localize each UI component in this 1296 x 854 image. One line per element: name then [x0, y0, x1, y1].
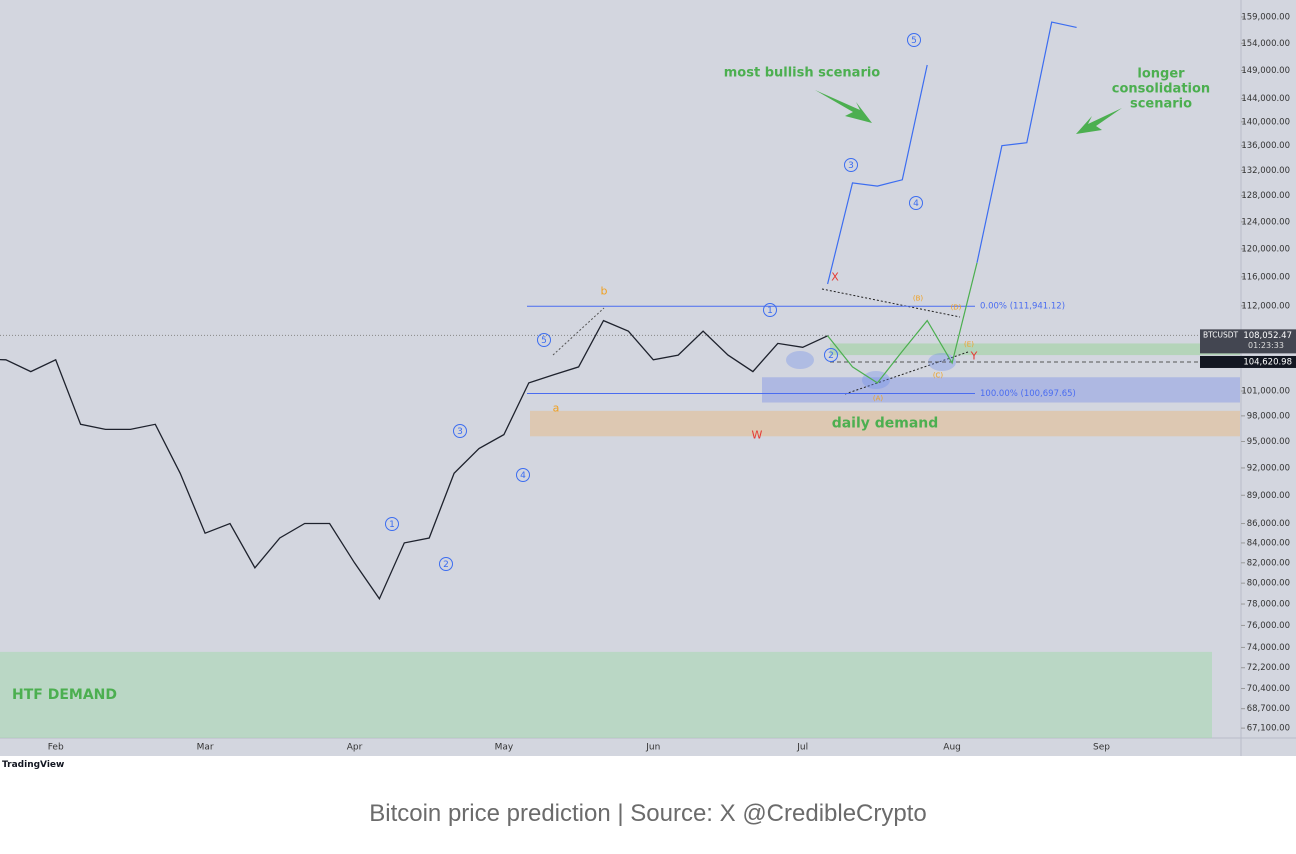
annotation: longer consolidation scenario — [1111, 66, 1211, 112]
y-tick-label: 67,100.00 — [1247, 724, 1290, 734]
wave-circle — [909, 196, 923, 210]
wave-label: (A) — [873, 395, 884, 403]
x-tick-label: May — [495, 743, 514, 753]
x-tick-label: Apr — [347, 743, 363, 753]
wave-label: X — [831, 271, 839, 284]
y-tick-label: 70,400.00 — [1247, 684, 1290, 694]
wave-label: 2 — [828, 351, 834, 361]
wave-label: 5 — [911, 36, 917, 46]
wave-label: 5 — [541, 336, 547, 346]
x-tick-label: Jun — [645, 743, 660, 753]
wave-label: Y — [970, 350, 978, 363]
y-tick-label: 101,000.00 — [1241, 387, 1290, 397]
y-tick-label: 82,000.00 — [1247, 558, 1290, 568]
y-tick-label: 72,200.00 — [1247, 663, 1290, 673]
wave-circle — [439, 557, 453, 571]
trendline — [552, 307, 605, 356]
chart: HTF DEMAND daily demand 0.00% (111,941.12)… — [0, 0, 1296, 756]
price-tag — [1200, 329, 1296, 354]
wave-circle — [453, 424, 467, 438]
x-tick-label: Jul — [796, 743, 808, 753]
y-tick-label: 144,000.00 — [1241, 94, 1290, 104]
zone — [530, 410, 1240, 437]
y-tick-label: 120,000.00 — [1241, 244, 1290, 254]
y-tick-label: 86,000.00 — [1247, 519, 1290, 529]
y-tick-label: 132,000.00 — [1241, 166, 1290, 176]
zone-label: daily demand — [832, 416, 939, 432]
wave-label: W — [752, 429, 763, 442]
wave-label: (C) — [933, 372, 944, 380]
price-tag — [1200, 355, 1296, 368]
marker — [786, 351, 814, 369]
wave-label: 3 — [457, 427, 463, 437]
wave-circle — [537, 333, 551, 347]
wave-label: 4 — [913, 199, 919, 209]
wave-circle — [824, 348, 838, 362]
trendline — [821, 288, 961, 318]
y-tick-label: 136,000.00 — [1241, 141, 1290, 151]
arrow — [1076, 108, 1122, 134]
y-tick-label: 112,000.00 — [1241, 301, 1290, 311]
zone — [762, 377, 1240, 403]
y-tick-label: 124,000.00 — [1241, 217, 1290, 227]
x-tick-label: Feb — [48, 743, 64, 753]
level-label: 100.00% (100,697.65) — [980, 389, 1076, 399]
price-line-series — [827, 64, 928, 285]
y-tick-label: 68,700.00 — [1247, 704, 1290, 714]
y-tick-label: 159,000.00 — [1241, 12, 1290, 22]
wave-label: (B) — [913, 295, 924, 303]
wave-label: 2 — [443, 560, 449, 570]
zone — [0, 651, 1212, 738]
x-tick-label: Aug — [943, 743, 961, 753]
y-tick-label: 74,000.00 — [1247, 643, 1290, 653]
wave-label: b — [601, 285, 608, 298]
wave-label: (D) — [951, 304, 962, 312]
x-tick-label: Mar — [197, 743, 214, 753]
wave-circle — [907, 33, 921, 47]
y-tick-label: 89,000.00 — [1247, 491, 1290, 501]
marker — [862, 371, 890, 389]
x-tick-label: Sep — [1093, 743, 1110, 753]
wave-circle — [385, 517, 399, 531]
wave-label: (E) — [964, 341, 974, 349]
zone-label: HTF DEMAND — [12, 687, 117, 703]
wave-label: 3 — [848, 161, 854, 171]
y-tick-label: 149,000.00 — [1241, 66, 1290, 76]
y-tick-label: 84,000.00 — [1247, 538, 1290, 548]
wave-circle — [516, 468, 530, 482]
price-line-series — [827, 262, 978, 384]
price-tag-label: 108,052.47 — [1243, 331, 1292, 341]
chart-background — [0, 0, 1296, 756]
y-tick-label: 78,000.00 — [1247, 600, 1290, 610]
price-tag-label: 104,620.98 — [1243, 357, 1292, 367]
level-label: 0.00% (111,941.12) — [980, 302, 1065, 312]
y-tick-label: 80,000.00 — [1247, 579, 1290, 589]
y-tick-label: 128,000.00 — [1241, 191, 1290, 201]
y-tick-label: 95,000.00 — [1247, 437, 1290, 447]
wave-circle — [763, 303, 777, 317]
y-tick-label: 98,000.00 — [1247, 411, 1290, 421]
countdown: 01:23:33 — [1248, 341, 1284, 350]
arrow — [815, 90, 872, 123]
wave-label: 4 — [520, 471, 526, 481]
trendline — [844, 351, 969, 395]
zone — [830, 343, 1240, 356]
caption: Bitcoin price prediction | Source: X @Cr… — [369, 800, 927, 827]
wave-label: 1 — [767, 306, 773, 316]
wave-label: 1 — [389, 520, 395, 530]
y-tick-label: 116,000.00 — [1241, 272, 1290, 282]
y-tick-label: 92,000.00 — [1247, 463, 1290, 473]
price-line-series — [0, 319, 828, 601]
y-tick-label: 140,000.00 — [1241, 117, 1290, 127]
annotation: most bullish scenario — [723, 65, 881, 81]
y-tick-label: 76,000.00 — [1247, 621, 1290, 631]
wave-label: a — [553, 402, 560, 415]
wave-circle — [844, 158, 858, 172]
y-tick-label: 154,000.00 — [1241, 39, 1290, 49]
branding: TradingView — [2, 760, 65, 770]
symbol-label: BTCUSDT — [1203, 330, 1239, 339]
price-line-series — [976, 21, 1077, 263]
